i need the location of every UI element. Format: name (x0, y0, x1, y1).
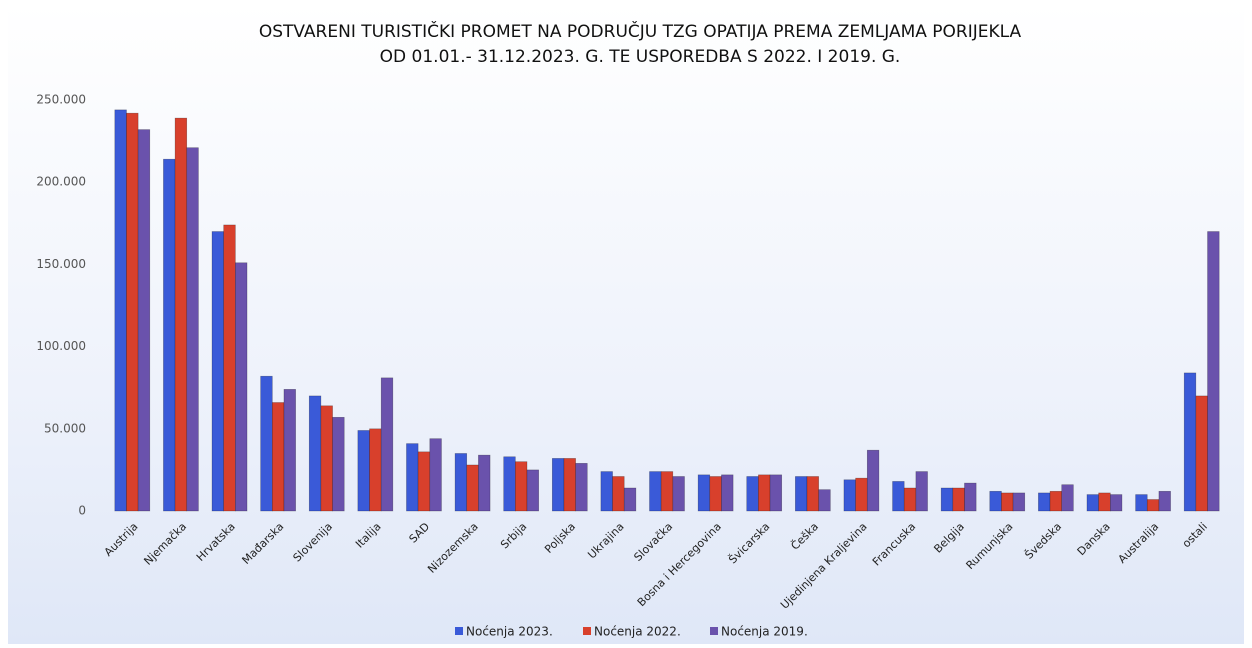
bar (478, 454, 491, 512)
bar (915, 471, 928, 512)
bar (989, 490, 1002, 512)
y-tick-label: 250.000 (36, 93, 86, 107)
bar (551, 458, 565, 512)
y-tick-label: 100.000 (36, 339, 86, 353)
legend-swatch (710, 627, 718, 635)
bar (283, 389, 296, 512)
bar (952, 487, 965, 512)
bar (260, 375, 273, 512)
bar (114, 109, 127, 512)
y-tick-label: 200.000 (36, 175, 86, 189)
bar (126, 112, 139, 512)
bar (600, 471, 613, 512)
bar (406, 443, 419, 512)
bar (332, 416, 345, 512)
bar (1195, 395, 1208, 512)
legend-label: Noćenja 2023. (466, 625, 553, 639)
bar (940, 487, 954, 512)
bar (1098, 492, 1111, 512)
bar (357, 430, 370, 512)
bar (866, 449, 880, 512)
bar (672, 476, 685, 512)
bar (746, 476, 759, 512)
bar (660, 471, 674, 512)
bar (380, 377, 394, 512)
bar (843, 479, 856, 512)
y-tick-label: 150.000 (36, 257, 86, 271)
bar (964, 482, 977, 512)
bar (1038, 492, 1051, 512)
bar (174, 117, 188, 512)
bar (892, 481, 905, 512)
legend-swatch (455, 627, 463, 635)
bar (417, 451, 431, 512)
bar (612, 476, 625, 512)
bar (1110, 494, 1123, 512)
bar (1135, 494, 1148, 512)
bar (709, 476, 722, 512)
legend-label: Noćenja 2019. (721, 625, 808, 639)
bar (308, 395, 322, 512)
bar (623, 487, 637, 512)
bar (806, 476, 819, 512)
bar (429, 438, 442, 512)
bar (855, 477, 868, 512)
bar (503, 456, 516, 512)
bar (1183, 372, 1197, 512)
bar (1001, 492, 1014, 512)
bar (271, 402, 285, 512)
bar (137, 129, 151, 512)
bar (1012, 492, 1026, 512)
bar (211, 231, 224, 512)
bar (526, 469, 539, 512)
bar (795, 476, 808, 512)
bar (575, 463, 588, 512)
legend-label: Noćenja 2022. (594, 625, 681, 639)
chart-title: OD 01.01.- 31.12.2023. G. TE USPOREDBA S… (380, 47, 901, 67)
bar (163, 158, 176, 512)
legend-swatch (583, 627, 591, 635)
bar (563, 458, 576, 512)
bar (1086, 494, 1099, 512)
chart-title: OSTVARENI TURISTIČKI PROMET NA PODRUČJU … (259, 20, 1022, 42)
bar (454, 453, 468, 512)
bar (903, 487, 917, 512)
bar (1061, 484, 1074, 512)
bar (186, 147, 199, 512)
bar (818, 489, 831, 512)
bar (649, 471, 662, 512)
bar (721, 474, 734, 512)
bar (758, 474, 771, 512)
bar (223, 224, 236, 512)
bar (1207, 231, 1220, 512)
bar (320, 405, 333, 512)
y-tick-label: 50.000 (44, 421, 86, 435)
y-tick-label: 0 (78, 504, 86, 518)
bar (1049, 490, 1063, 512)
bar (769, 474, 783, 512)
bar (697, 474, 711, 512)
bar (235, 262, 248, 512)
bar (515, 461, 528, 512)
bar (1158, 490, 1171, 512)
bar (466, 464, 479, 512)
bar (369, 428, 382, 512)
bar (1146, 499, 1160, 512)
